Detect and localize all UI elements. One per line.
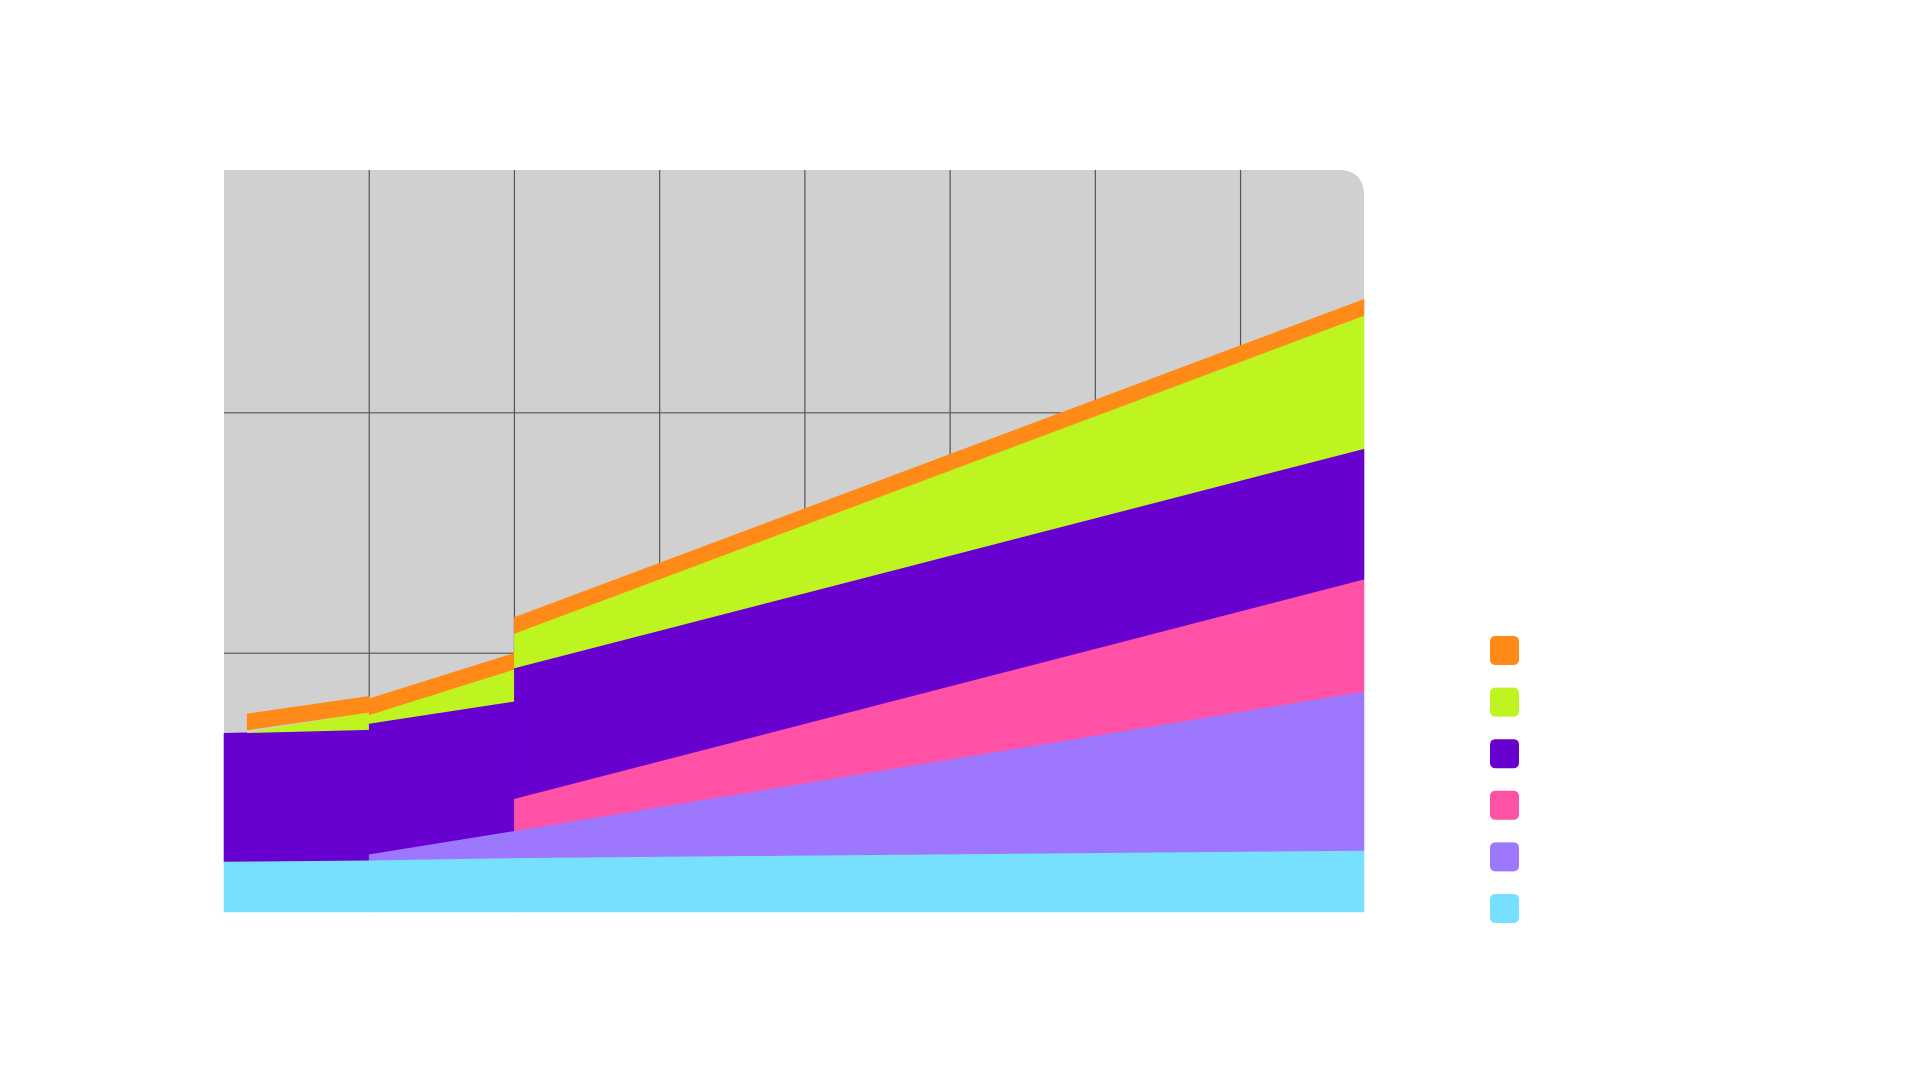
areas	[223, 298, 1365, 913]
area-series-3-segment-0	[223, 729, 370, 862]
area-series-3-segment-1	[368, 700, 515, 855]
area-series-5-segment-2	[514, 298, 1365, 634]
area-series-0-segment-1	[368, 857, 515, 913]
legend-swatch	[1490, 636, 1519, 665]
legend-swatch	[1490, 790, 1519, 820]
legend	[1490, 636, 1519, 923]
area-series-5-segment-0	[246, 695, 370, 731]
legend-swatch	[1490, 687, 1519, 717]
area-series-0-segment-2	[514, 850, 1365, 913]
legend-swatch	[1490, 739, 1519, 769]
area-series-0-segment-0	[223, 859, 370, 913]
legend-swatch	[1490, 894, 1519, 923]
legend-swatch	[1490, 842, 1519, 872]
